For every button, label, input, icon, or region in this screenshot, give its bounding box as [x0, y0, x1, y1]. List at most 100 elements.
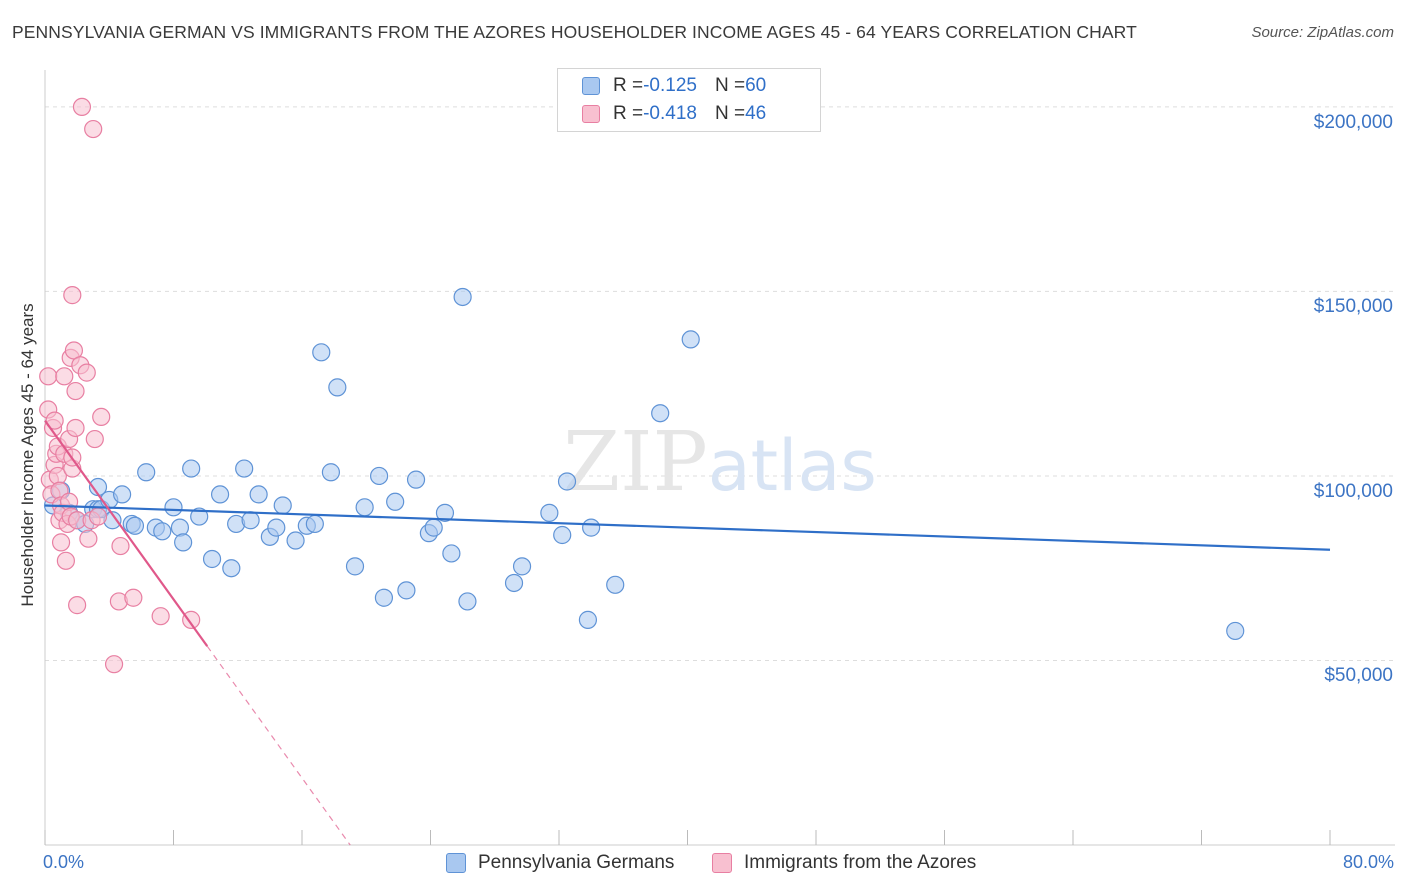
legend-r-value: -0.418	[643, 103, 697, 124]
data-point	[553, 525, 572, 545]
data-point	[386, 492, 405, 511]
data-point	[210, 485, 230, 504]
data-point	[79, 529, 98, 548]
watermark: ZIPatlas	[563, 415, 877, 510]
data-points	[39, 97, 1245, 674]
data-point	[453, 287, 472, 307]
data-point	[66, 418, 85, 438]
data-point	[321, 463, 341, 482]
data-point	[202, 549, 222, 569]
data-point	[512, 557, 532, 576]
axes	[44, 70, 1395, 846]
data-point	[92, 407, 111, 427]
x-tick-label-min: 0.0%	[43, 852, 85, 872]
data-point	[85, 429, 104, 449]
legend-r-label: R =	[613, 75, 644, 96]
data-point	[328, 378, 347, 397]
legend-series-name: Pennsylvania Germans	[478, 852, 675, 873]
chart-title: PENNSYLVANIA GERMAN VS IMMIGRANTS FROM T…	[12, 22, 1137, 42]
data-point	[681, 330, 700, 349]
y-tick-label: $200,000	[1313, 111, 1393, 133]
data-point	[56, 551, 75, 570]
legend-swatch-blue	[446, 853, 466, 873]
legend-n-label: N =	[714, 75, 746, 96]
data-point	[174, 533, 193, 552]
data-point	[182, 610, 201, 629]
data-point	[151, 607, 170, 626]
legend-swatch-blue	[582, 77, 600, 95]
series-1	[39, 97, 201, 674]
data-point	[355, 498, 374, 517]
data-point	[1226, 621, 1245, 641]
data-point	[190, 507, 209, 526]
legend-n-value: 46	[745, 103, 767, 124]
legend-n-value: 60	[745, 75, 767, 96]
data-point	[651, 404, 670, 423]
data-point	[72, 97, 92, 117]
data-point	[424, 518, 443, 537]
data-point	[88, 507, 108, 526]
data-point	[442, 544, 461, 563]
data-point	[370, 466, 389, 486]
legend-swatch-pink	[712, 853, 732, 873]
data-point	[182, 459, 201, 478]
gridlines	[45, 106, 1395, 661]
legend-row-immigrants-azores: R = -0.418 N = 46	[582, 102, 766, 126]
y-tick-label: $150,000	[1313, 296, 1393, 318]
data-point	[68, 596, 87, 615]
data-point	[305, 514, 324, 534]
data-point	[111, 536, 130, 556]
trend-line-solid	[44, 504, 1331, 551]
legend-item-immigrants-azores: Immigrants from the Azores	[712, 852, 976, 874]
legend-item-pennsylvania-germans: Pennsylvania Germans	[446, 852, 674, 874]
data-point	[504, 573, 524, 593]
data-point	[63, 286, 82, 305]
data-point	[153, 522, 172, 541]
data-point	[137, 463, 156, 482]
x-tick-label-max: 80.0%	[1342, 852, 1394, 872]
legend-row-pennsylvania-germans: R = -0.125 N = 60	[582, 74, 766, 98]
y-tick-label: $100,000	[1313, 480, 1393, 502]
data-point	[55, 367, 74, 386]
data-point	[249, 485, 268, 504]
data-point	[39, 367, 58, 386]
data-point	[397, 581, 416, 600]
data-point	[241, 511, 260, 530]
data-point	[112, 485, 132, 504]
data-point	[273, 496, 292, 515]
data-point	[51, 533, 71, 552]
data-point	[286, 531, 305, 550]
data-point	[540, 503, 559, 522]
series-legend: Pennsylvania Germans Immigrants from the…	[0, 852, 1406, 878]
legend-n-label: N =	[714, 103, 746, 124]
data-point	[235, 459, 254, 478]
data-point	[345, 557, 365, 576]
legend-series-name: Immigrants from the Azores	[744, 852, 977, 873]
data-point	[435, 503, 455, 522]
data-point	[606, 575, 625, 594]
y-tick-label: $50,000	[1324, 665, 1393, 687]
data-point	[170, 518, 190, 537]
data-point	[374, 588, 394, 607]
trend-line-solid	[44, 419, 209, 647]
data-point	[125, 516, 145, 535]
data-point	[578, 610, 598, 629]
data-point	[582, 518, 601, 537]
data-point	[104, 655, 124, 674]
data-point	[66, 381, 85, 401]
legend-r-label: R =	[613, 103, 644, 124]
data-point	[84, 119, 103, 139]
data-point	[267, 518, 286, 537]
trend-line-dashed	[206, 645, 351, 846]
data-point	[312, 343, 331, 362]
data-point	[458, 592, 477, 611]
source-label: Source: ZipAtlas.com	[1251, 24, 1394, 41]
trend-lines	[44, 419, 1331, 846]
data-point	[222, 559, 241, 578]
legend-swatch-pink	[582, 105, 600, 123]
data-point	[77, 363, 96, 382]
data-point	[406, 470, 426, 489]
data-point	[124, 588, 143, 607]
data-point	[164, 498, 183, 517]
